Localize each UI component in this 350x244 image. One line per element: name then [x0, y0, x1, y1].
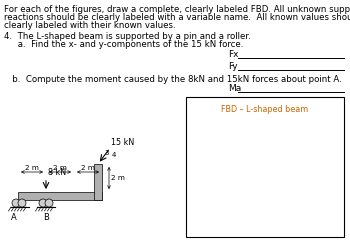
Bar: [94, 164, 102, 200]
Text: A: A: [11, 213, 17, 222]
Text: 2 m: 2 m: [53, 165, 67, 171]
Text: 15 kN: 15 kN: [111, 138, 134, 147]
Text: b.  Compute the moment caused by the 8kN and 15kN forces about point A.: b. Compute the moment caused by the 8kN …: [4, 75, 342, 84]
Bar: [186, 97, 344, 237]
Circle shape: [39, 199, 47, 207]
Text: 2 m: 2 m: [81, 165, 95, 171]
Text: For each of the figures, draw a complete, clearly labeled FBD. All unknown suppo: For each of the figures, draw a complete…: [4, 5, 350, 14]
Text: 8 kN: 8 kN: [48, 168, 66, 177]
Text: B: B: [43, 213, 49, 222]
Bar: [18, 192, 102, 200]
Text: clearly labeled with their known values.: clearly labeled with their known values.: [4, 21, 176, 30]
Text: 3: 3: [105, 150, 109, 156]
Text: Fy: Fy: [228, 62, 238, 71]
Circle shape: [12, 199, 20, 207]
Text: 2 m: 2 m: [111, 175, 125, 181]
Text: Ma: Ma: [228, 84, 241, 93]
Circle shape: [45, 199, 53, 207]
Text: Fx: Fx: [228, 50, 238, 59]
Text: a.  Find the x- and y-components of the 15 kN force.: a. Find the x- and y-components of the 1…: [4, 40, 243, 49]
Text: reactions should be clearly labeled with a variable name.  All known values shou: reactions should be clearly labeled with…: [4, 13, 350, 22]
Text: 4: 4: [112, 152, 116, 158]
Circle shape: [18, 199, 26, 207]
Text: FBD – L-shaped beam: FBD – L-shaped beam: [221, 105, 309, 114]
Text: 2 m: 2 m: [25, 165, 39, 171]
Text: 4.  The L-shaped beam is supported by a pin and a roller.: 4. The L-shaped beam is supported by a p…: [4, 32, 251, 41]
